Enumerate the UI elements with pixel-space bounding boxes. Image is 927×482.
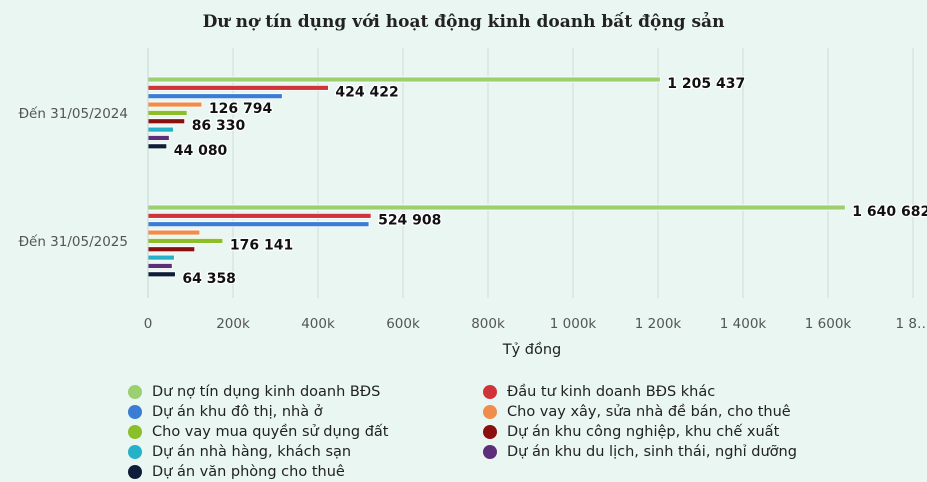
- data-label: 1 205 437: [667, 76, 745, 92]
- x-axis-title: Tỷ đồng: [502, 341, 562, 358]
- legend-label: Cho vay mua quyền sử dụng đất: [152, 423, 389, 440]
- bar: [147, 110, 188, 116]
- x-tick-label: 1 000k: [550, 316, 597, 332]
- x-tick-label: 400k: [301, 316, 335, 332]
- data-label: 126 794: [209, 101, 273, 117]
- legend-swatch-icon: [128, 444, 142, 459]
- legend-label: Cho vay xây, sửa nhà đề bán, cho thuê: [507, 403, 791, 420]
- legend-label: Dự án khu đô thị, nhà ở: [152, 403, 323, 420]
- legend-swatch-icon: [128, 424, 142, 439]
- data-label: 44 080: [174, 143, 228, 159]
- legend-item[interactable]: Cho vay mua quyền sử dụng đất: [128, 422, 483, 441]
- bar: [147, 118, 186, 125]
- data-label: 1 640 682: [852, 204, 927, 220]
- legend-item[interactable]: Dự án văn phòng cho thuê: [128, 462, 483, 481]
- x-tick-label: 1 400k: [720, 316, 767, 332]
- data-label: 86 330: [192, 118, 246, 134]
- data-label: 524 908: [378, 212, 441, 228]
- legend-label: Dư nợ tín dụng kinh doanh BĐS: [152, 383, 381, 400]
- x-tick-label: 200k: [216, 316, 250, 332]
- chart-title: Dư nợ tín dụng với hoạt động kinh doanh …: [202, 12, 725, 32]
- legend-item[interactable]: Dự án khu đô thị, nhà ở: [128, 402, 483, 421]
- legend-swatch-icon: [128, 464, 142, 479]
- legend-item[interactable]: Dự án nhà hàng, khách sạn: [128, 442, 483, 461]
- legend-label: Dự án khu công nghiệp, khu chế xuất: [507, 423, 780, 440]
- bar: [147, 126, 174, 133]
- y-category-label: Đến 31/05/2024: [19, 105, 128, 122]
- y-category-label: Đến 31/05/2025: [19, 233, 128, 250]
- legend-swatch-icon: [128, 384, 142, 399]
- bar: [147, 212, 372, 219]
- x-tick-label: 600k: [386, 316, 420, 332]
- data-label: 424 422: [335, 84, 398, 100]
- legend-swatch-icon: [128, 404, 142, 419]
- bar: [147, 204, 846, 211]
- x-tick-label: 1 600k: [805, 316, 852, 332]
- legend-item[interactable]: Cho vay xây, sửa nhà đề bán, cho thuê: [483, 402, 838, 421]
- legend-swatch-icon: [483, 384, 497, 399]
- legend-label: Dự án văn phòng cho thuê: [152, 463, 345, 480]
- x-tick-label: 800k: [471, 316, 505, 332]
- x-tick-label: 0: [144, 316, 153, 332]
- legend: Dư nợ tín dụng kinh doanh BĐS Đầu tư kinh…: [128, 382, 848, 481]
- bar: [147, 271, 176, 278]
- bar: [147, 84, 329, 91]
- legend-swatch-icon: [483, 424, 497, 439]
- legend-item[interactable]: Đầu tư kinh doanh BĐS khác: [483, 382, 838, 401]
- legend-item[interactable]: Dự án khu du lịch, sinh thái, nghỉ dưỡng: [483, 442, 838, 461]
- legend-label: Đầu tư kinh doanh BĐS khác: [507, 383, 716, 400]
- legend-item[interactable]: Dự án khu công nghiệp, khu chế xuất: [483, 422, 838, 441]
- x-tick-label: 1 8…: [896, 316, 927, 332]
- bar: [147, 221, 370, 228]
- legend-item[interactable]: Dư nợ tín dụng kinh doanh BĐS: [128, 382, 483, 401]
- bar: [147, 229, 201, 236]
- legend-swatch-icon: [483, 404, 497, 419]
- bar: [147, 237, 224, 244]
- bar: [147, 263, 173, 269]
- bar: [147, 135, 170, 141]
- bar: [147, 76, 661, 83]
- x-tick-label: 1 200k: [635, 316, 682, 332]
- data-label: 64 358: [182, 271, 236, 287]
- legend-label: Dự án khu du lịch, sinh thái, nghỉ dưỡng: [507, 443, 797, 460]
- bar: [147, 254, 175, 261]
- data-label: 176 141: [230, 237, 293, 253]
- bar: [147, 101, 203, 108]
- legend-label: Dự án nhà hàng, khách sạn: [152, 443, 352, 460]
- bar: [147, 143, 168, 150]
- bar: [147, 246, 196, 253]
- legend-swatch-icon: [483, 444, 497, 459]
- bar: [147, 93, 283, 100]
